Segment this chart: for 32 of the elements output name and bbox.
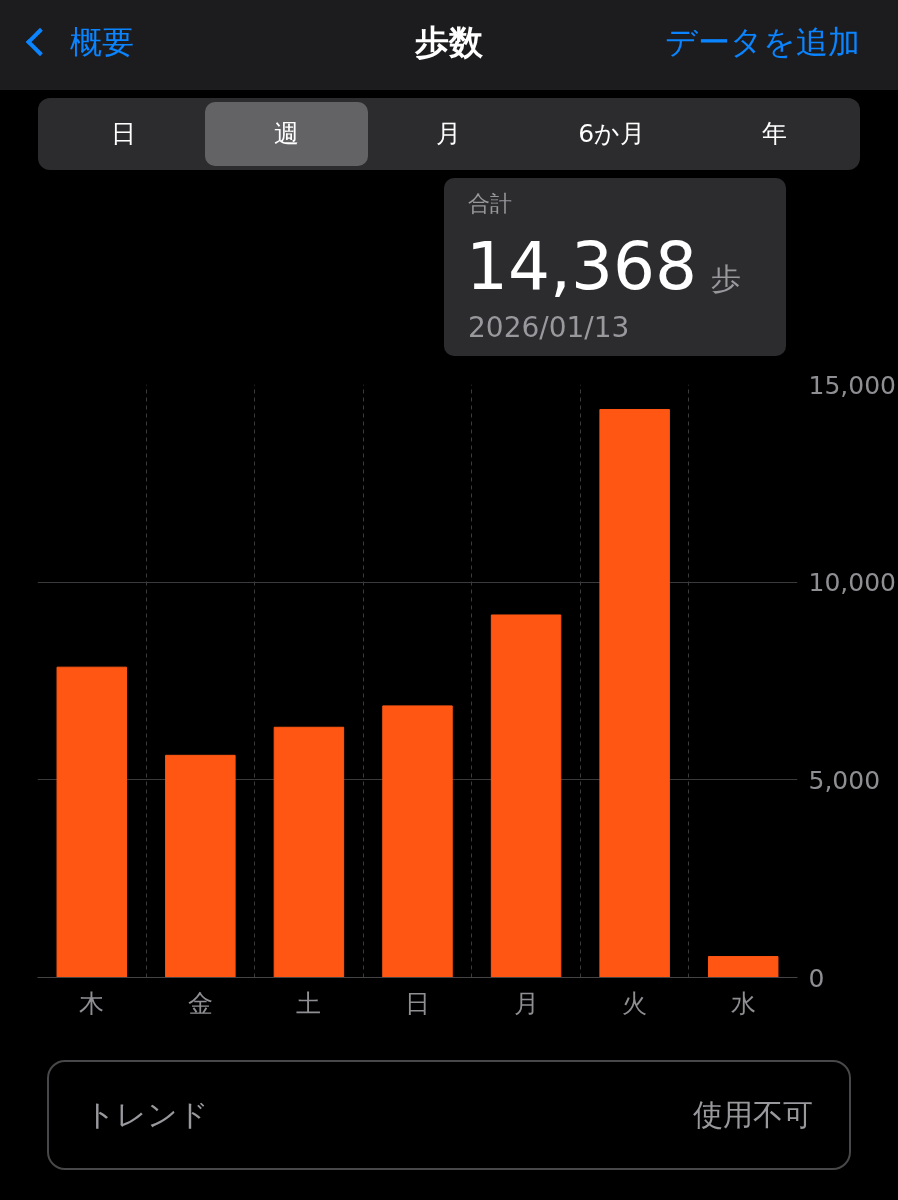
x-tick-label: 水: [730, 988, 756, 1018]
text: 月: [435, 118, 463, 150]
x-tick-label: 日: [405, 988, 430, 1018]
y-tick-label: 10,000: [808, 568, 896, 598]
x-tick-label: 木: [79, 988, 105, 1018]
x-tick-label: 土: [296, 988, 322, 1018]
data-label: 14,368: [466, 228, 697, 305]
text: 合計: [468, 190, 512, 218]
text: トレンド: [85, 1095, 209, 1134]
text: 2026/01/13: [468, 310, 630, 346]
text: 使用不可: [693, 1095, 813, 1134]
y-tick-label: 0: [808, 963, 825, 993]
text: 概要: [70, 22, 134, 63]
bar: [599, 408, 670, 978]
bar: [382, 705, 453, 978]
text: 6か月: [577, 118, 647, 150]
text: 日: [109, 118, 137, 150]
x-tick-label: 月: [513, 988, 539, 1018]
y-tick-label: 15,000: [808, 370, 896, 400]
text: 年: [761, 118, 789, 150]
bar: [273, 726, 345, 978]
x-tick-label: 火: [622, 988, 648, 1018]
text: 歩: [710, 261, 741, 296]
x-tick-label: 金: [187, 988, 213, 1018]
text: 週: [204, 102, 368, 166]
chart-title: 歩数: [415, 22, 483, 62]
bar: [490, 614, 562, 978]
y-tick-label: 5,000: [808, 765, 881, 795]
text: データを追加: [665, 22, 860, 63]
bar: [56, 666, 128, 978]
bar: [165, 754, 236, 978]
bar: [707, 956, 779, 978]
